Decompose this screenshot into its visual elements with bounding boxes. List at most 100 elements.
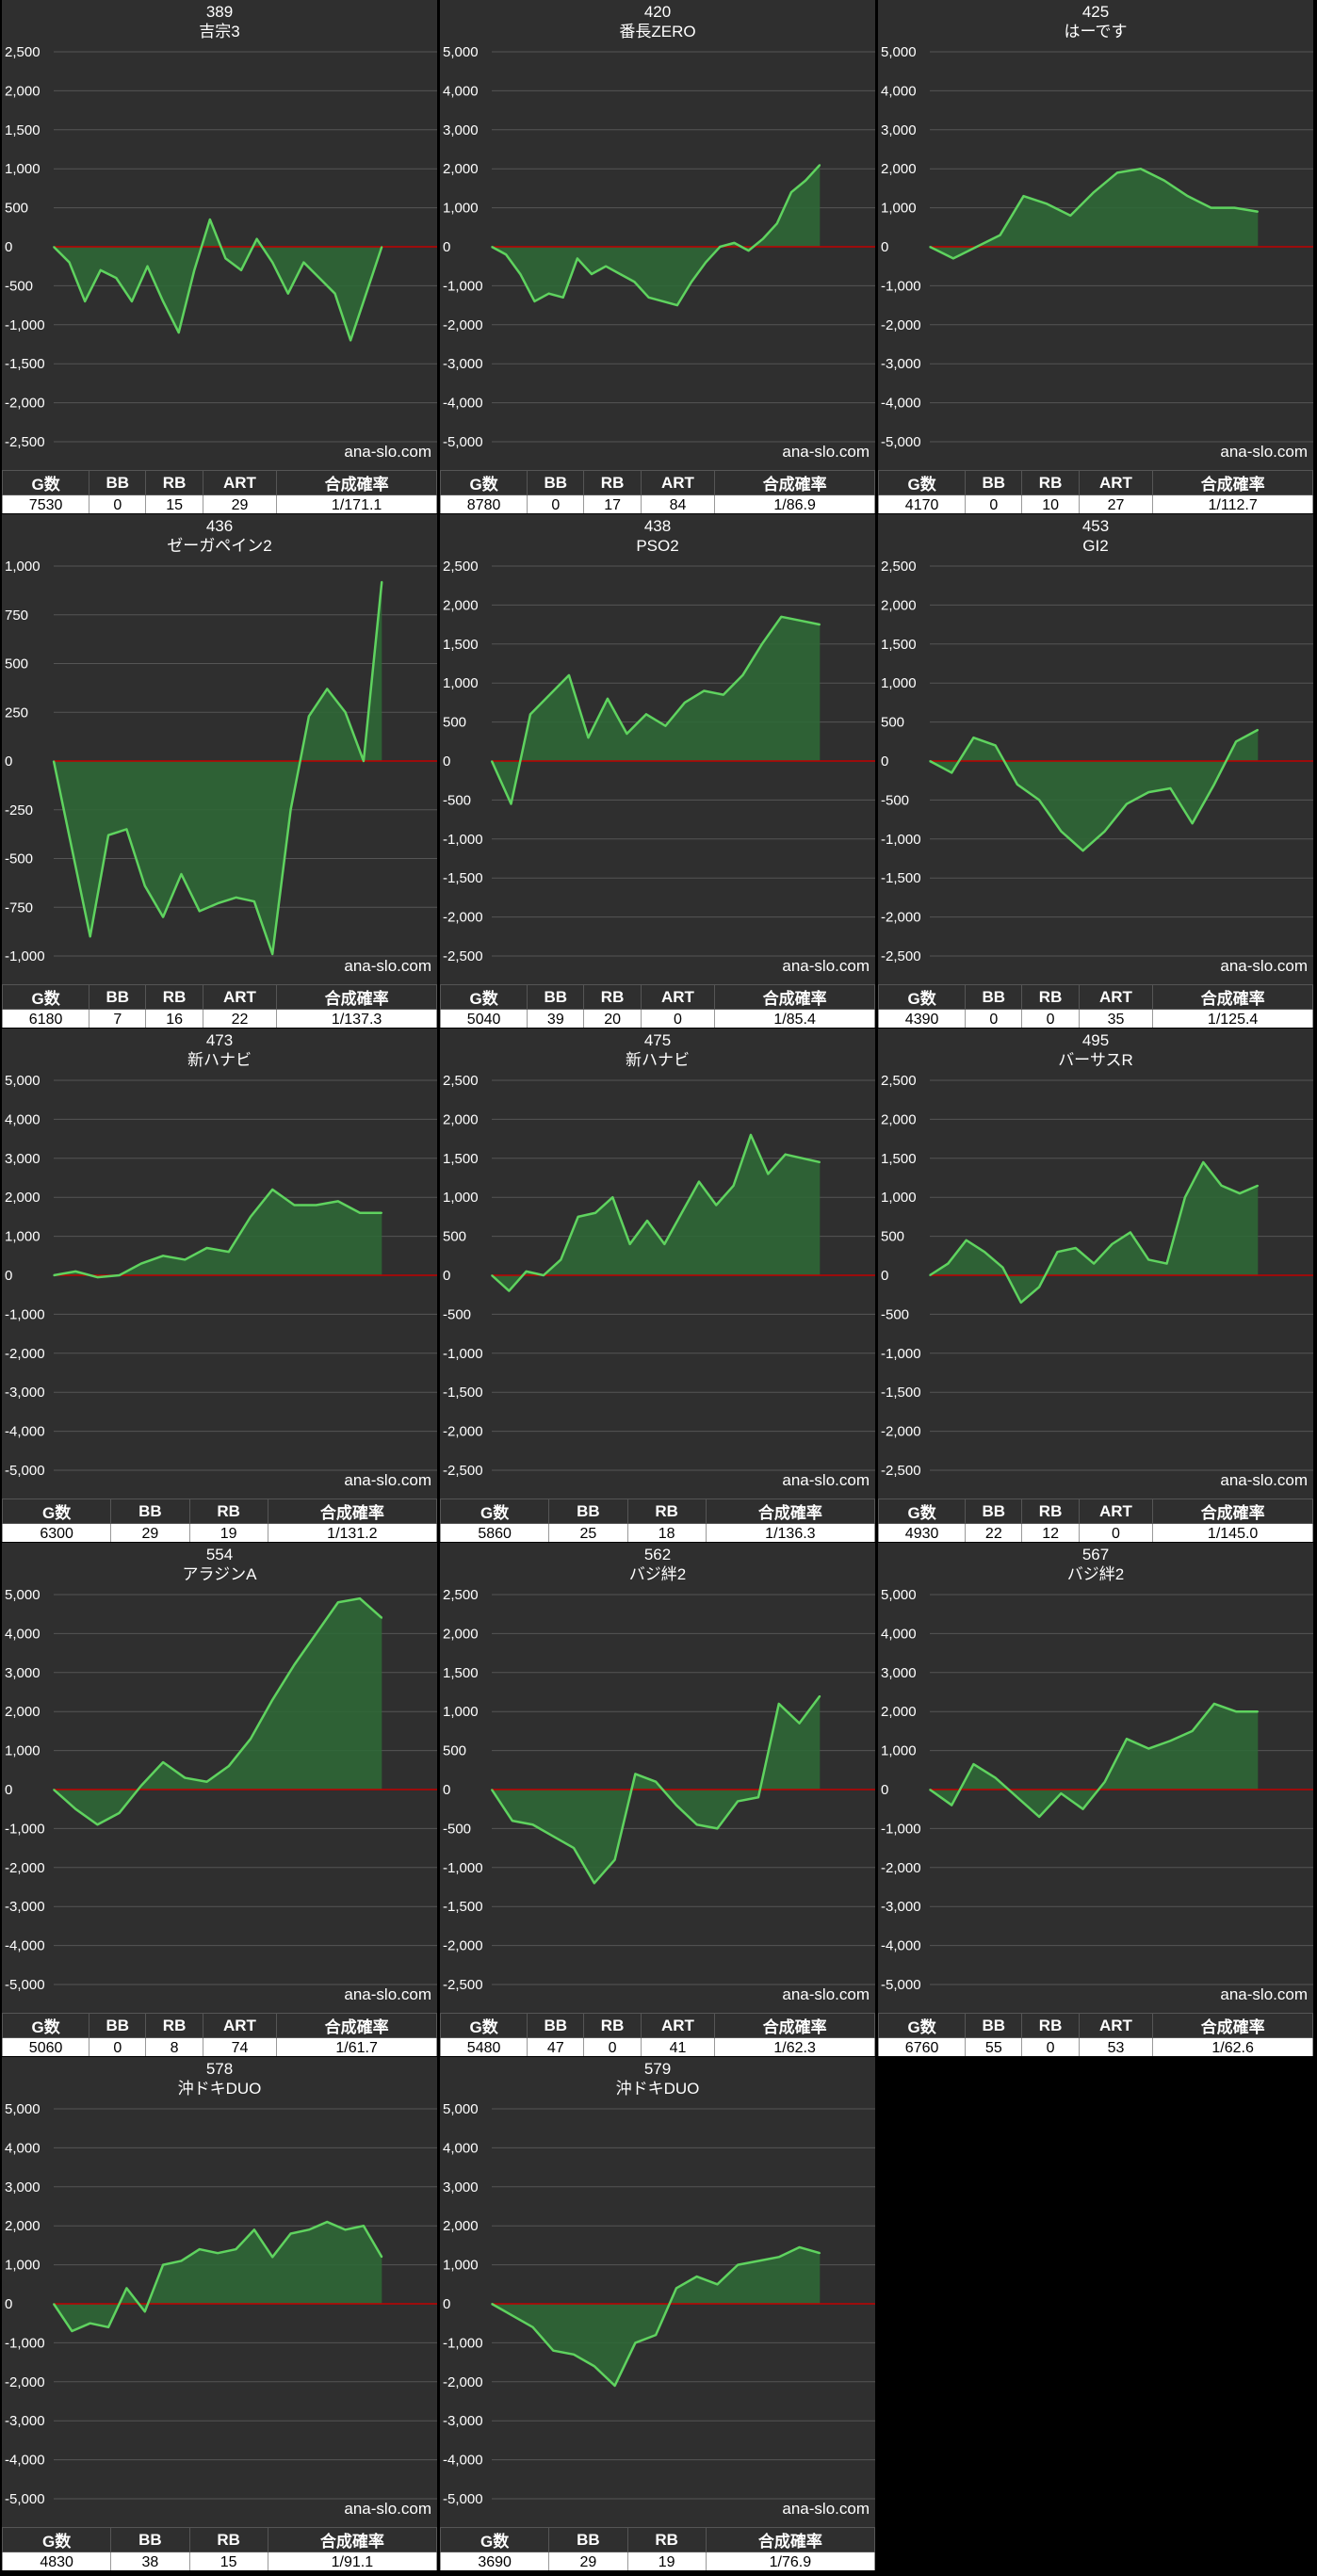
y-tick-label: 500 (5, 656, 28, 672)
data-point (217, 902, 219, 904)
machine-name: PSO2 (636, 537, 679, 555)
stats-header: G数 (2, 984, 90, 1010)
plot-area: 2,500 2,000 1,500 1,000 500 0 -500 -1,000 -1,500… (440, 514, 875, 984)
data-point (790, 191, 792, 193)
y-tick-label: 3,000 (881, 122, 917, 138)
data-point (984, 1251, 985, 1253)
data-point (255, 237, 258, 240)
data-point (691, 281, 692, 284)
stats-header: BB (110, 2527, 190, 2552)
plot-area: 2,500 2,000 1,500 1,000 500 0 -500 -1,000 -1,500… (440, 1543, 875, 2013)
stats-header: RB (583, 2013, 642, 2038)
stats-value: 1/125.4 (1152, 1009, 1313, 1028)
plot-area: 5,000 4,000 3,000 2,000 1,000 0 -1,000 -2,000 -3… (2, 2057, 437, 2527)
data-point (929, 246, 931, 248)
data-point (1046, 203, 1049, 205)
data-point (1111, 1243, 1114, 1245)
chart-svg: 5,000 4,000 3,000 2,000 1,000 0 -1,000 -2,000 -3… (881, 1587, 1313, 1993)
area-fill (492, 2246, 821, 2386)
y-tick-label: -1,500 (881, 1385, 921, 1401)
data-point (531, 2326, 534, 2328)
stats-value: 6300 (2, 1523, 112, 1542)
data-point (784, 1153, 787, 1156)
watermark: ana-slo.com (1220, 443, 1308, 461)
data-point (1093, 1262, 1095, 1265)
data-line (929, 728, 1259, 852)
stats-value: 0 (1021, 2037, 1080, 2056)
stats-value: 39 (527, 1009, 585, 1028)
y-tick-label: 1,000 (881, 1743, 917, 1759)
machine-name: 吉宗3 (199, 23, 240, 41)
y-tick-label: 500 (443, 715, 466, 731)
y-tick-label: -2,500 (443, 1977, 483, 1993)
stats-header: RB (626, 2527, 707, 2552)
data-point (180, 2260, 183, 2262)
data-point (491, 246, 493, 248)
y-tick-label: 0 (5, 1268, 12, 1284)
data-point (1093, 191, 1095, 193)
data-point (107, 2326, 109, 2328)
y-tick-label: -2,000 (443, 1938, 483, 1954)
y-tick-label: 1,000 (5, 559, 41, 575)
stats-value: 1/112.7 (1152, 494, 1313, 513)
y-tick-label: -3,000 (5, 1385, 45, 1401)
stats-value: 5480 (440, 2037, 528, 2056)
stats-value: 6760 (878, 2037, 967, 2056)
stats-value: 5060 (2, 2037, 90, 2056)
y-tick-label: -1,000 (881, 1346, 921, 1362)
chart-svg: 5,000 4,000 3,000 2,000 1,000 0 -1,000 -2,000 -3… (5, 1073, 437, 1479)
data-point (1081, 850, 1084, 852)
data-point (1069, 215, 1072, 217)
data-point (344, 2228, 347, 2231)
data-point (1001, 1266, 1004, 1269)
data-point (326, 2221, 329, 2223)
stats-header: G数 (2, 1499, 112, 1524)
data-line (53, 1596, 383, 1826)
machine-name: 新ハナビ (187, 1051, 252, 1069)
stats-header: BB (965, 2013, 1023, 2038)
watermark: ana-slo.com (344, 443, 431, 461)
chart-panel-420: 5,000 4,000 3,000 2,000 1,000 0 -1,000 -2,000 -3… (440, 0, 875, 513)
data-point (698, 1180, 700, 1183)
data-point (1147, 1258, 1149, 1261)
y-tick-label: -2,500 (881, 1463, 921, 1479)
data-point (250, 1738, 252, 1740)
plot-area: 5,000 4,000 3,000 2,000 1,000 0 -1,000 -2,000 -3… (2, 1543, 437, 2013)
plot-area: 1,000 750 500 250 0 -250 -500 -750 -1,000 (2, 514, 437, 984)
y-tick-label: -5,000 (5, 2491, 45, 2507)
stats-value: 0 (583, 2037, 642, 2056)
data-point (511, 2314, 513, 2317)
data-point (655, 1780, 657, 1783)
data-point (53, 246, 55, 248)
watermark: ana-slo.com (344, 2500, 431, 2518)
y-tick-label: -2,000 (881, 1424, 921, 1440)
data-point (205, 1780, 208, 1783)
data-point (741, 674, 744, 676)
stats-header: G数 (440, 2527, 550, 2552)
data-point (74, 1271, 77, 1272)
data-point (143, 2310, 146, 2313)
y-tick-label: -2,500 (443, 948, 483, 964)
chart-svg: 2,500 2,000 1,500 1,000 500 0 -500 -1,000 -1,500… (443, 1073, 875, 1479)
data-point (491, 1274, 493, 1276)
data-point (71, 2330, 73, 2332)
y-tick-label: -500 (881, 1306, 909, 1322)
stats-value: 4930 (878, 1523, 967, 1542)
stats-table: G数 BB RB ART 合成確率 5060 0 8 74 1/61.7 (2, 2013, 437, 2056)
data-point (71, 848, 73, 850)
y-tick-label: 4,000 (881, 83, 917, 99)
stats-header: 合成確率 (276, 2013, 437, 2038)
data-point (271, 2256, 274, 2259)
data-point (780, 616, 783, 618)
y-tick-label: 1,500 (881, 637, 917, 653)
data-point (1163, 179, 1165, 182)
machine-number: 554 (205, 1546, 234, 1563)
data-point (96, 1276, 99, 1278)
stats-header: G数 (440, 1499, 550, 1524)
chart-svg: 2,500 2,000 1,500 1,000 500 0 -500 -1,000 -1,500… (881, 559, 1313, 964)
data-point (655, 2334, 657, 2336)
stats-value: 8 (145, 2037, 203, 2056)
stats-table: G数 BB RB ART 合成確率 4930 22 12 0 1/145.0 (878, 1499, 1313, 1542)
data-point (965, 1239, 967, 1241)
data-point (543, 1274, 545, 1276)
